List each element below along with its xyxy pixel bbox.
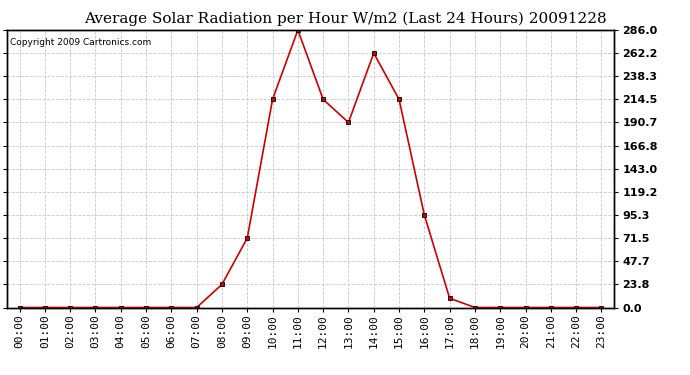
Text: Copyright 2009 Cartronics.com: Copyright 2009 Cartronics.com (10, 38, 151, 47)
Text: Average Solar Radiation per Hour W/m2 (Last 24 Hours) 20091228: Average Solar Radiation per Hour W/m2 (L… (83, 11, 607, 26)
